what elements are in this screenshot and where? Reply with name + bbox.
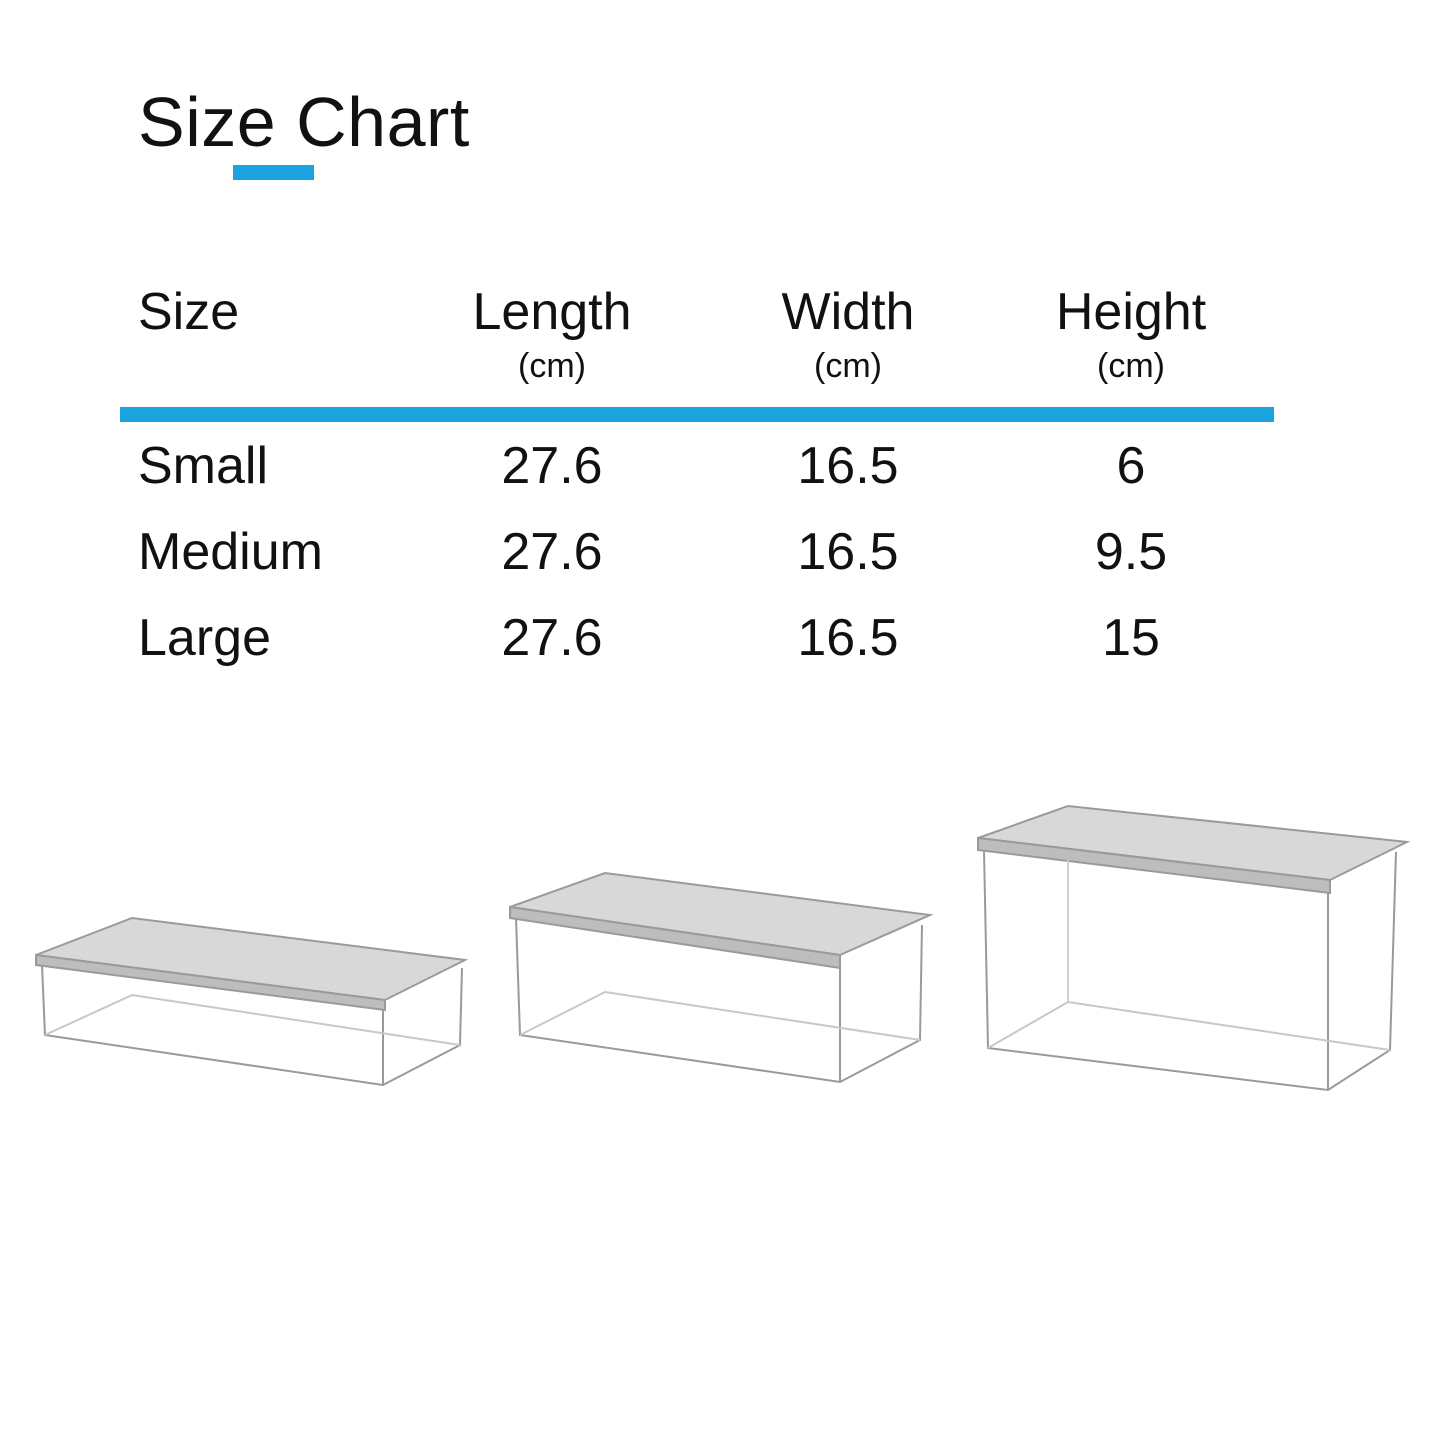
cell-size: Medium: [138, 523, 323, 581]
page-title: Size Chart: [138, 83, 470, 161]
cell-width: 16.5: [797, 437, 899, 495]
header-height-unit: (cm): [1097, 347, 1165, 385]
medium-box: [509, 871, 934, 1084]
header-size: Size: [138, 283, 240, 341]
header-height: Height: [1055, 283, 1207, 341]
cell-height: 15: [1102, 609, 1160, 667]
header-divider: [120, 407, 1274, 422]
header-width: Width: [781, 283, 915, 341]
cell-height: 9.5: [1094, 523, 1168, 581]
title-underline: [233, 165, 314, 180]
cell-length: 27.6: [501, 523, 603, 581]
small-box: [35, 916, 469, 1087]
cell-length: 27.6: [501, 609, 603, 667]
cell-size: Small: [138, 437, 269, 495]
cell-height: 6: [1116, 437, 1146, 495]
header-width-unit: (cm): [814, 347, 882, 385]
product-images: [35, 804, 1411, 1092]
cell-size: Large: [138, 609, 271, 667]
cell-width: 16.5: [797, 523, 899, 581]
large-box: [977, 804, 1411, 1092]
cell-length: 27.6: [501, 437, 603, 495]
header-length-unit: (cm): [518, 347, 586, 385]
header-length: Length: [472, 283, 632, 341]
cell-width: 16.5: [797, 609, 899, 667]
